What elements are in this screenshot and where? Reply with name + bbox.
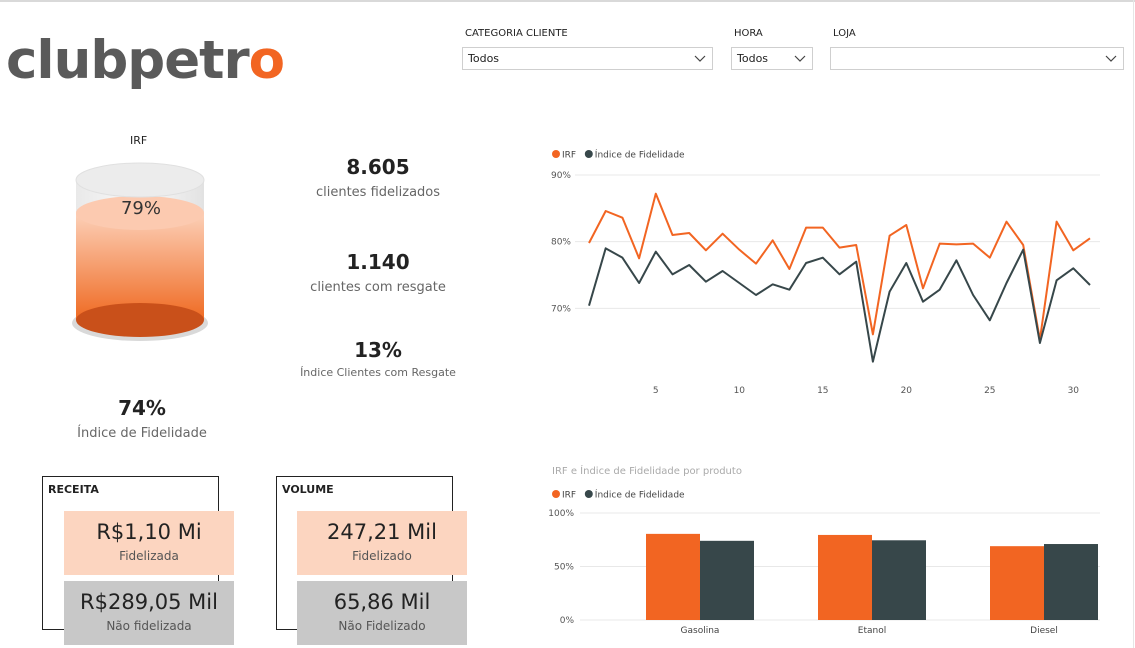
kpi-label: clientes fidelizados (315, 185, 441, 200)
bar-x-tick-label: Etanol (858, 626, 886, 636)
line-x-tick-label: 10 (734, 386, 746, 396)
line-x-tick-label: 25 (984, 386, 995, 396)
clubpetro-logo: clubpetro (6, 30, 285, 91)
slicer-loja-dropdown[interactable] (830, 47, 1124, 70)
chevron-down-icon (1105, 55, 1117, 62)
fidelidade-series-line (588, 247, 1091, 363)
right-border (1133, 0, 1134, 648)
slicer-hora-value: Todos (737, 52, 769, 65)
irf-gauge-value: 79% (120, 198, 161, 219)
kpi-value: 8.605 (346, 155, 410, 179)
slicer-categoria-value: Todos (468, 52, 500, 65)
bar-chart-title: IRF e Índice de Fidelidade por produto (552, 464, 742, 477)
line-legend-label: IRF (562, 151, 576, 161)
top-border (0, 0, 1135, 2)
bar-legend-dot (584, 490, 593, 498)
volume-fidelizado-tile: 247,21 Mil Fidelizado (297, 511, 467, 575)
line-y-tick-label: 70% (551, 304, 571, 314)
fidelidade-bar-etanol (872, 540, 926, 620)
bar-y-tick-label: 100% (548, 509, 574, 519)
receita-nao-fidelizada-value: R$289,05 Mil (80, 590, 218, 614)
line-x-tick-label: 5 (653, 386, 659, 396)
volume-title: VOLUME (282, 483, 334, 496)
volume-fidelizado-label: Fidelizado (352, 549, 412, 563)
chevron-down-icon (694, 55, 706, 62)
receita-nao-fidelizada-tile: R$289,05 Mil Não fidelizada (64, 581, 234, 645)
kpi-clientes-com-resgate: 1.140 clientes com resgate (278, 250, 478, 295)
kpi-value: 1.140 (346, 250, 410, 274)
receita-fidelizada-label: Fidelizada (119, 549, 179, 563)
slicer-categoria-label: CATEGORIA CLIENTE (465, 28, 568, 39)
line-legend-dot (584, 150, 593, 158)
indice-fidelidade-label: Índice de Fidelidade (77, 426, 207, 441)
fidelidade-bar-gasolina (700, 540, 754, 620)
receita-title: RECEITA (48, 483, 99, 496)
kpi-indice-clientes-resgate: 13% Índice Clientes com Resgate (278, 338, 478, 379)
irf-cylinder-gauge (72, 162, 208, 341)
line-legend-dot (552, 150, 560, 158)
kpi-value: 13% (354, 338, 402, 362)
indice-fidelidade-card: 74% Índice de Fidelidade (42, 396, 242, 441)
line-x-tick-label: 15 (817, 386, 828, 396)
line-legend-label: Índice de Fidelidade (595, 149, 685, 161)
bar-y-tick-label: 0% (560, 616, 575, 626)
irf-bar-diesel (990, 546, 1044, 620)
irf-gauge-title: IRF (130, 134, 148, 147)
chevron-down-icon (794, 55, 806, 62)
irf-bar-etanol (818, 534, 872, 620)
volume-nao-fidelizado-label: Não Fidelizado (338, 619, 426, 633)
fidelidade-bar-diesel (1044, 544, 1098, 620)
irf-series-line (588, 192, 1091, 341)
bar-y-tick-label: 50% (554, 563, 574, 573)
bar-legend-label: IRF (562, 491, 576, 501)
line-y-tick-label: 80% (551, 238, 571, 248)
bar-legend-dot (552, 490, 560, 498)
slicer-categoria-dropdown[interactable]: Todos (462, 47, 713, 70)
receita-fidelizada-value: R$1,10 Mi (96, 520, 202, 544)
receita-fidelizada-tile: R$1,10 Mi Fidelizada (64, 511, 234, 575)
receita-nao-fidelizada-label: Não fidelizada (106, 619, 192, 633)
bar-x-tick-label: Gasolina (681, 626, 720, 636)
line-x-tick-label: 30 (1068, 386, 1080, 396)
volume-fidelizado-value: 247,21 Mil (327, 520, 437, 544)
slicer-hora-dropdown[interactable]: Todos (731, 47, 813, 70)
line-x-tick-label: 20 (901, 386, 913, 396)
slicer-loja-label: LOJA (833, 28, 856, 39)
indice-fidelidade-value: 74% (118, 396, 166, 420)
bar-x-tick-label: Diesel (1030, 626, 1058, 636)
volume-nao-fidelizado-tile: 65,86 Mil Não Fidelizado (297, 581, 467, 645)
line-y-tick-label: 90% (551, 171, 571, 181)
bar-legend-label: Índice de Fidelidade (595, 489, 685, 501)
kpi-label: clientes com resgate (310, 280, 446, 295)
irf-bar-gasolina (646, 533, 700, 620)
kpi-label: Índice Clientes com Resgate (300, 366, 456, 379)
slicer-hora-label: HORA (734, 28, 763, 39)
volume-nao-fidelizado-value: 65,86 Mil (333, 590, 431, 614)
kpi-clientes-fidelizados: 8.605 clientes fidelizados (278, 155, 478, 200)
